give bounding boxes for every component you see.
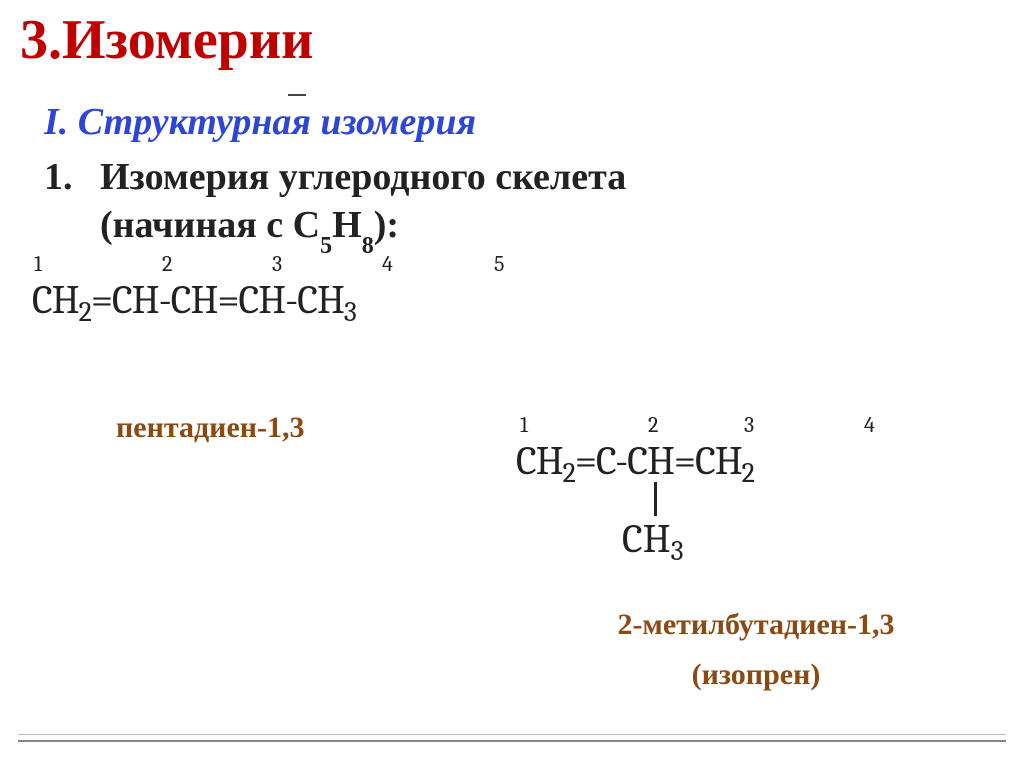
formula-2-name-line2: (изопрен) [516,658,996,692]
chain-part: CH [516,438,563,484]
formula-2-branch-bond [654,482,657,516]
formula-2-index: 3 [744,412,754,438]
formula-1: 1 2 3 4 5 CH2=CH-CH=CH-CH3 [32,277,1004,407]
formula-1-chain: 1 2 3 4 5 CH2=CH-CH=CH-CH3 [32,277,1004,323]
formula-1-chain-text: CH2=CH-CH=CH-CH3 [32,277,356,323]
list-item-number: 1. [44,154,100,202]
formula-2: 1 2 3 4 CH2=C-CH=CH2 CH3 [516,438,996,484]
slide: 3.Изомерии I. Структурная изомерия 1.Изо… [0,8,1024,767]
tiny-mark [288,94,306,96]
line2-sub2: 8 [362,233,374,259]
line2-sub1: 5 [320,233,332,259]
chain-sub: 2 [742,457,754,489]
branch-part: CH [622,516,671,562]
line2-pre: (начиная с C [100,204,320,246]
formula-1-index: 5 [494,251,504,277]
line2-post: ): [374,204,399,246]
formula-2-index: 2 [648,412,658,438]
chain-sub: 2 [79,296,91,328]
chain-part: CH [32,277,79,323]
formula-2-index: 4 [864,412,875,438]
list-item-text-line1: Изомерия углеродного скелета [100,156,626,198]
chain-sub: 3 [344,296,356,328]
formula-2-branch-label: CH3 [622,516,684,562]
footer-rule-light [18,734,1006,735]
section-subtitle: I. Структурная изомерия [44,100,1004,144]
chain-sub: 2 [563,457,575,489]
list-item-1: 1.Изомерия углеродного скелета (начиная … [44,154,1004,253]
chain-part: =C-CH=CH [575,438,742,484]
formula-1-index: 4 [382,251,393,277]
formula-1-index: 1 [34,251,42,277]
footer-rule-dark [18,740,1006,742]
formula-2-name-line1: 2-метилбутадиен-1,3 [516,608,996,642]
formula-2-chain: 1 2 3 4 CH2=C-CH=CH2 [516,438,996,484]
formula-1-index: 2 [162,251,172,277]
line2-mid: H [332,204,362,246]
formula-2-index: 1 [520,412,528,438]
page-title: 3.Изомерии [20,8,1004,72]
chain-part: =CH-CH=CH-CH [91,277,344,323]
branch-sub: 3 [671,535,684,567]
formula-2-chain-text: CH2=C-CH=CH2 [516,438,754,484]
list-item-text-line2: (начиная с C5H8): [44,202,1004,254]
formula-1-index: 3 [272,251,282,277]
